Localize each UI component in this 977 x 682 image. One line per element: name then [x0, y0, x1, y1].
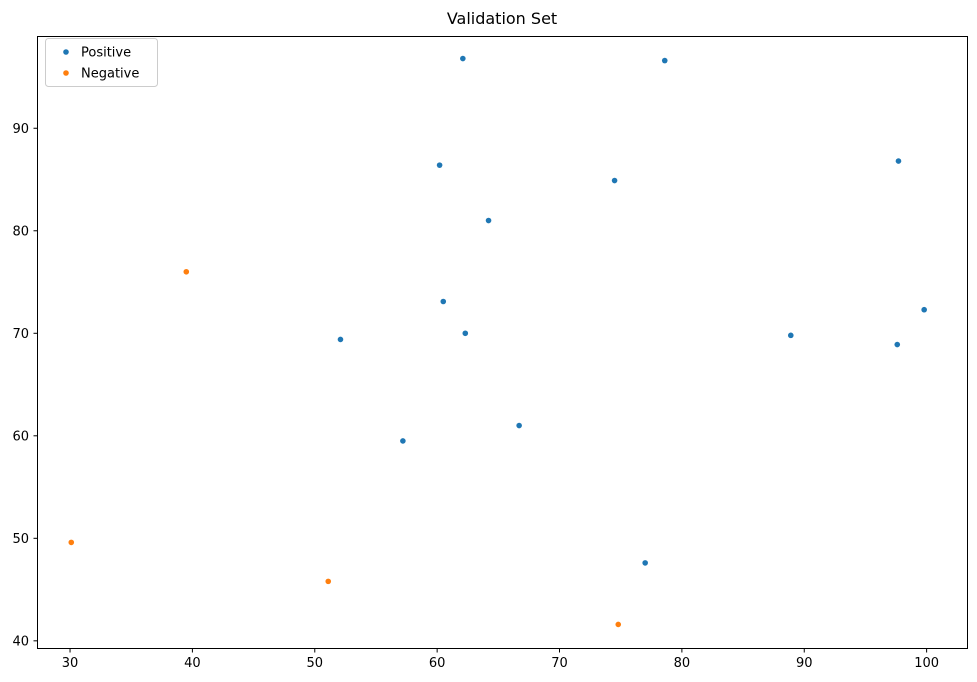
y-tick-label: 80	[12, 224, 29, 239]
point-positive	[894, 341, 901, 348]
legend-box	[45, 38, 158, 87]
point-positive	[436, 162, 443, 168]
point-positive	[787, 332, 794, 339]
point-positive	[516, 422, 522, 429]
y-tick-label: 50	[12, 532, 29, 547]
x-tick-label: 60	[429, 656, 446, 671]
x-tick-label: 80	[674, 656, 691, 671]
x-tick-label: 100	[914, 656, 939, 671]
legend: Positive Negative	[45, 38, 158, 87]
point-positive	[895, 158, 902, 164]
point-negative	[325, 578, 332, 585]
point-positive	[661, 57, 668, 64]
point-negative	[183, 268, 190, 275]
plot-frame	[37, 36, 968, 649]
point-positive	[440, 298, 447, 305]
x-tick-label: 30	[62, 656, 79, 671]
y-tick-label: 60	[12, 429, 29, 444]
x-tick-label: 50	[307, 656, 324, 671]
points-layer	[68, 55, 927, 628]
point-positive	[337, 336, 344, 343]
point-positive	[485, 217, 492, 224]
y-axis: 40 50 60 70 80 90	[12, 122, 38, 649]
point-positive	[921, 306, 927, 313]
legend-marker-positive	[63, 49, 69, 55]
legend-label-positive: Positive	[81, 46, 131, 61]
x-tick-label: 70	[551, 656, 568, 671]
x-tick-label: 40	[184, 656, 201, 671]
point-positive	[462, 330, 469, 337]
y-tick-label: 90	[12, 122, 29, 137]
x-tick-label: 90	[796, 656, 813, 671]
point-positive	[460, 55, 466, 62]
x-axis: 30 40 50 60 70 80 90 100	[62, 648, 939, 671]
point-positive	[400, 438, 406, 444]
legend-marker-negative	[63, 70, 69, 76]
point-negative	[615, 621, 622, 628]
legend-label-negative: Negative	[81, 67, 139, 82]
point-negative	[68, 539, 75, 546]
y-tick-label: 70	[12, 327, 29, 342]
chart-title: Validation Set	[447, 9, 557, 28]
point-positive	[611, 177, 618, 184]
y-tick-label: 40	[12, 634, 29, 649]
point-positive	[642, 560, 648, 566]
